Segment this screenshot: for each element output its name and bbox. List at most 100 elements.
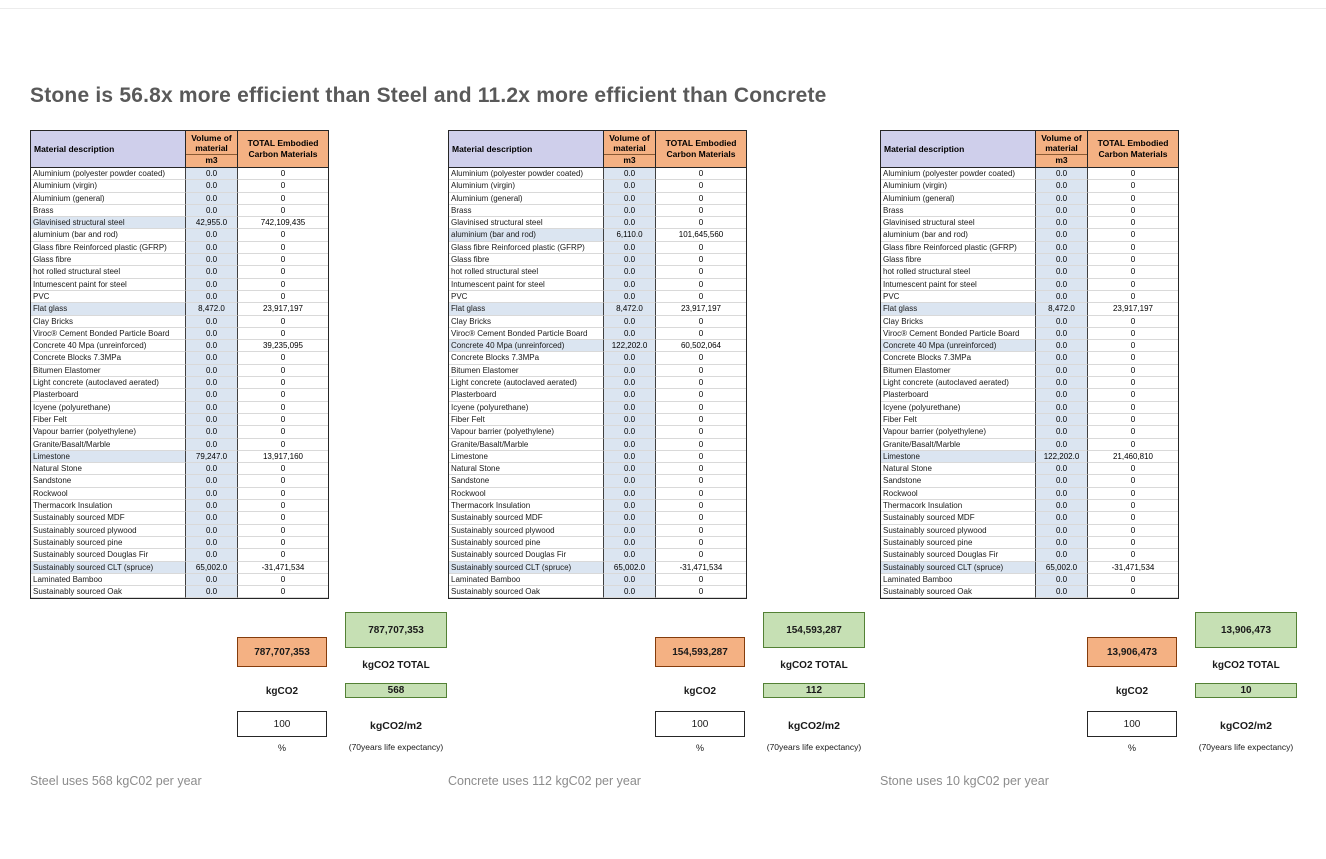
material-cell: Bitumen Elastomer <box>881 364 1036 378</box>
total-cell: 0 <box>1088 426 1178 439</box>
total-cell: 0 <box>1088 549 1178 562</box>
volume-cell: 0.0 <box>1036 315 1088 328</box>
table-row: Granite/Basalt/Marble 0.0 0 <box>881 438 1178 451</box>
total-cell: 0 <box>238 549 328 562</box>
material-cell: Aluminium (general) <box>31 192 186 205</box>
column-header-total: TOTAL Embodied Carbon Materials <box>656 131 746 168</box>
total-cell: 0 <box>238 377 328 390</box>
header-line: Volume of <box>1041 132 1082 143</box>
table-row: Bitumen Elastomer 0.0 0 <box>881 364 1178 378</box>
total-cell: 0 <box>1088 488 1178 501</box>
total-cell: 0 <box>656 586 746 599</box>
table-row: Intumescent paint for steel 0.0 0 <box>881 278 1178 291</box>
total-cell: 0 <box>656 254 746 267</box>
table-row: Aluminium (polyester powder coated) 0.0 0 <box>881 168 1178 181</box>
volume-cell: 0.0 <box>1036 229 1088 242</box>
table-header-row: Material description Volume of material … <box>31 131 328 168</box>
total-cell: 0 <box>1088 475 1178 488</box>
volume-cell: 0.0 <box>186 573 238 587</box>
volume-cell: 0.0 <box>1036 352 1088 365</box>
table-row: Fiber Felt 0.0 0 <box>881 413 1178 427</box>
table-row: Vapour barrier (polyethylene) 0.0 0 <box>31 426 328 439</box>
table-row: Viroc® Cement Bonded Particle Board 0.0 0 <box>881 327 1178 341</box>
caption-steel: Steel uses 568 kgC02 per year <box>30 774 202 788</box>
volume-cell: 0.0 <box>186 340 238 353</box>
volume-cell: 0.0 <box>604 475 656 488</box>
material-cell: Icyene (polyurethane) <box>881 401 1036 414</box>
table-row: Flat glass 8,472.0 23,917,197 <box>449 303 746 316</box>
total-cell: 0 <box>1088 500 1178 513</box>
panel-steel: Material description Volume of material … <box>30 130 460 830</box>
life-expectancy-label: (70years life expectancy) <box>348 742 444 752</box>
table-row: aluminium (bar and rod) 0.0 0 <box>881 229 1178 242</box>
header-line: Carbon Materials <box>1098 149 1168 159</box>
total-cell: 0 <box>238 389 328 402</box>
total-cell: 23,917,197 <box>238 303 328 316</box>
table-row: Sandstone 0.0 0 <box>881 475 1178 488</box>
panel-stone: Material description Volume of material … <box>880 130 1310 830</box>
table-row: hot rolled structural steel 0.0 0 <box>881 266 1178 279</box>
table-row: Viroc® Cement Bonded Particle Board 0.0 0 <box>31 327 328 341</box>
volume-cell: 0.0 <box>186 241 238 255</box>
total-cell: 0 <box>1088 512 1178 525</box>
table-row: Aluminium (general) 0.0 0 <box>31 192 328 205</box>
volume-cell: 65,002.0 <box>186 561 238 574</box>
table-row: PVC 0.0 0 <box>449 290 746 304</box>
table-row: Natural Stone 0.0 0 <box>31 463 328 476</box>
material-cell: Plasterboard <box>449 389 604 402</box>
total-green-box: 13,906,473 <box>1195 612 1297 648</box>
total-cell: 0 <box>238 168 328 181</box>
total-cell: 0 <box>238 463 328 476</box>
total-cell: 0 <box>1088 525 1178 537</box>
material-cell: Sandstone <box>881 475 1036 488</box>
volume-cell: 0.0 <box>186 487 238 501</box>
volume-cell: 8,472.0 <box>186 303 238 316</box>
total-cell: 23,917,197 <box>1088 303 1178 316</box>
material-cell: Viroc® Cement Bonded Particle Board <box>449 327 604 341</box>
total-cell: 0 <box>656 439 746 451</box>
table-row: Sustainably sourced Oak 0.0 0 <box>31 586 328 599</box>
material-cell: Fiber Felt <box>31 413 186 427</box>
material-cell: Glass fibre <box>449 254 604 267</box>
volume-cell: 0.0 <box>186 254 238 267</box>
volume-cell: 0.0 <box>1036 168 1088 181</box>
total-cell: 0 <box>656 426 746 439</box>
table-row: Glass fibre Reinforced plastic (GFRP) 0.0… <box>881 241 1178 255</box>
material-cell: Light concrete (autoclaved aerated) <box>31 377 186 390</box>
volume-cell: 0.0 <box>604 315 656 328</box>
header-line: Carbon Materials <box>666 149 736 159</box>
total-cell: 0 <box>1088 193 1178 205</box>
material-cell: Plasterboard <box>31 389 186 402</box>
total-cell: 0 <box>1088 389 1178 402</box>
material-cell: aluminium (bar and rod) <box>881 229 1036 242</box>
material-cell: Sustainably sourced pine <box>881 536 1036 550</box>
material-cell: Granite/Basalt/Marble <box>31 438 186 451</box>
volume-cell: 0.0 <box>186 389 238 402</box>
material-cell: Laminated Bamboo <box>31 573 186 587</box>
volume-cell: 0.0 <box>1036 266 1088 279</box>
volume-cell: 0.0 <box>186 586 238 599</box>
volume-cell: 0.0 <box>186 364 238 378</box>
volume-cell: 0.0 <box>186 413 238 427</box>
total-cell: 0 <box>238 279 328 291</box>
material-cell: Natural Stone <box>31 463 186 476</box>
volume-cell: 122,202.0 <box>604 340 656 353</box>
total-cell: 0 <box>238 500 328 513</box>
material-cell: Light concrete (autoclaved aerated) <box>449 377 604 390</box>
table-row: Sustainably sourced CLT (spruce) 65,002.0… <box>31 561 328 574</box>
material-cell: Fiber Felt <box>449 413 604 427</box>
table-row: Limestone 122,202.0 21,460,810 <box>881 450 1178 464</box>
table-row: Sustainably sourced CLT (spruce) 65,002.0… <box>449 561 746 574</box>
volume-cell: 0.0 <box>604 487 656 501</box>
volume-cell: 0.0 <box>604 180 656 193</box>
life-expectancy-label: (70years life expectancy) <box>766 742 862 752</box>
material-cell: Glass fibre Reinforced plastic (GFRP) <box>31 241 186 255</box>
volume-cell: 0.0 <box>604 192 656 205</box>
header-line: TOTAL Embodied <box>1097 138 1169 149</box>
kgco2-ratio-box: 112 <box>763 683 865 698</box>
material-cell: Sustainably sourced pine <box>31 536 186 550</box>
table-row: Clay Bricks 0.0 0 <box>881 315 1178 328</box>
table-row: Aluminium (polyester powder coated) 0.0 0 <box>31 168 328 181</box>
volume-cell: 0.0 <box>1036 327 1088 341</box>
column-header-volume: Volume of material m3 <box>186 131 238 168</box>
